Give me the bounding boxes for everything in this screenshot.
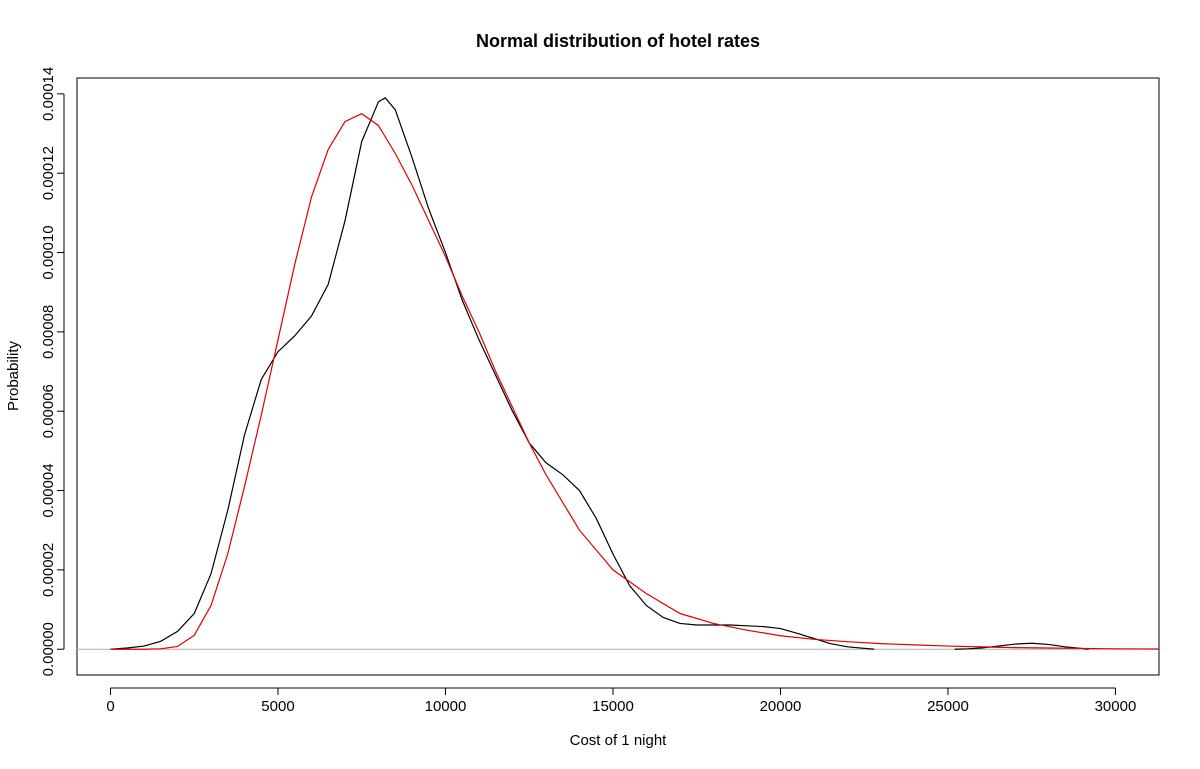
y-tick-label: 0.00002 [40,543,57,597]
density-kde-line [110,97,875,650]
y-tick-label: 0.00010 [40,225,57,279]
y-tick-label: 0.00000 [40,622,57,676]
x-tick-label: 30000 [1095,698,1137,715]
y-axis: 0.00000 0.00002 0.00004 0.00006 0.00008 0.000… [40,67,65,676]
y-tick-label: 0.00012 [40,146,57,200]
y-axis-label: Probability [5,340,22,411]
x-tick-label: 15000 [592,698,634,715]
chart-title: Normal distribution of hotel rates [476,31,760,51]
plot-frame [76,77,1160,676]
x-tick-label: 0 [106,698,114,715]
x-tick-label: 5000 [261,698,294,715]
y-tick-label: 0.00014 [40,67,57,121]
x-axis-label: Cost of 1 night [570,732,668,749]
y-tick-label: 0.00004 [40,463,57,517]
x-axis: 0 5000 10000 15000 20000 25000 30000 [106,687,1137,715]
density-kde-line-tail [954,642,1089,650]
x-tick-label: 20000 [760,698,802,715]
y-tick-label: 0.00008 [40,305,57,359]
x-tick-label: 10000 [425,698,467,715]
x-tick-label: 25000 [927,698,969,715]
series-layer [110,97,1160,650]
normal-fit-line [110,113,1160,650]
y-tick-label: 0.00006 [40,384,57,438]
